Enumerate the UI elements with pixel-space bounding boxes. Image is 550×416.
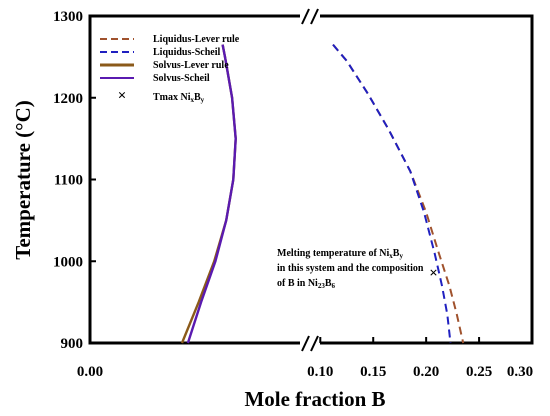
annotation-line-1: Melting temperature of NixBy	[277, 248, 403, 260]
x-tick-label: 0.30	[507, 364, 533, 380]
x-axis-ticks: 0.00 0.10 0.15 0.20 0.25 0.30	[77, 337, 533, 380]
x-tick-label: 0.25	[466, 364, 492, 380]
legend-label-solvus-scheil: Solvus-Scheil	[153, 73, 210, 84]
annotation: Melting temperature of NixBy in this sys…	[277, 248, 424, 290]
y-tick-label: 1000	[53, 254, 83, 270]
y-axis-ticks: 900 1000 1100 1200 1300	[53, 9, 96, 352]
axis-break	[300, 8, 320, 352]
x-tick-label: 0.00	[77, 364, 103, 380]
series-line-solvus-scheil	[186, 44, 237, 344]
x-axis-title: Mole fraction B	[244, 387, 385, 411]
marker-point: ×	[429, 266, 438, 282]
annotation-line-3: of B in Ni23B6	[277, 278, 336, 290]
y-axis-title: Temperature (°C)	[11, 100, 35, 259]
y-tick-label: 900	[61, 336, 84, 352]
legend-swatch-marker: ×	[118, 88, 127, 104]
legend-label-solvus-lever: Solvus-Lever rule	[153, 60, 229, 71]
x-tick-label: 0.10	[307, 364, 333, 380]
annotation-line-2: in this system and the composition	[277, 263, 424, 274]
y-tick-label: 1300	[53, 9, 83, 25]
y-tick-label: 1200	[53, 91, 83, 107]
series-line-solvus-lever-rule	[180, 44, 237, 344]
legend: Liquidus-Lever rule Liquidus-Scheil Solv…	[100, 34, 240, 104]
legend-label-tmax: Tmax NixBy	[153, 92, 205, 104]
series-line-liquidus-scheil	[332, 43, 452, 344]
y-tick-label: 1100	[54, 173, 83, 189]
legend-label-liquidus-lever: Liquidus-Lever rule	[153, 34, 240, 45]
legend-label-liquidus-scheil: Liquidus-Scheil	[153, 47, 220, 58]
x-tick-label: 0.15	[360, 364, 386, 380]
x-tick-label: 0.20	[413, 364, 439, 380]
series-layer	[180, 43, 465, 344]
